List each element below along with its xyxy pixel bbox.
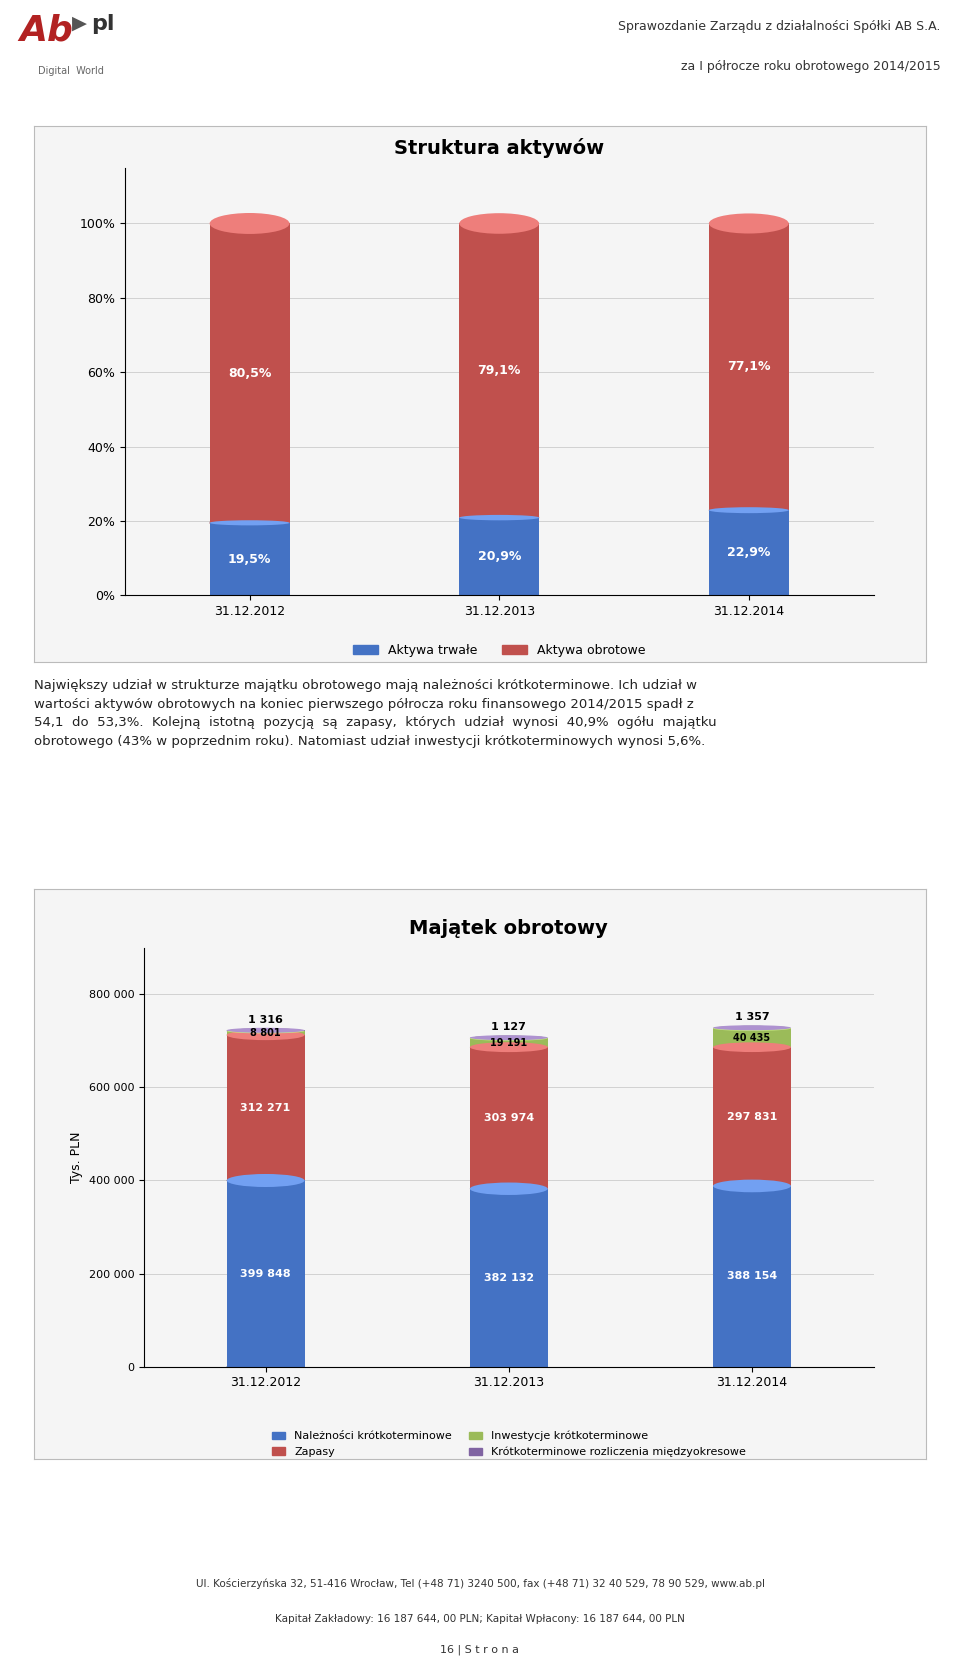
Ellipse shape xyxy=(227,1028,304,1033)
Ellipse shape xyxy=(469,1041,548,1051)
Bar xyxy=(713,1028,791,1046)
Title: Struktura aktywów: Struktura aktywów xyxy=(395,138,604,158)
Ellipse shape xyxy=(469,1182,548,1196)
Ellipse shape xyxy=(209,520,290,525)
Text: 297 831: 297 831 xyxy=(727,1112,778,1122)
Text: 388 154: 388 154 xyxy=(727,1271,778,1281)
Text: pl: pl xyxy=(91,13,114,34)
Text: 399 848: 399 848 xyxy=(240,1268,291,1278)
Y-axis label: Tys. PLN: Tys. PLN xyxy=(70,1132,84,1182)
Text: 79,1%: 79,1% xyxy=(477,364,521,377)
Text: Ul. Kościerzyńska 32, 51-416 Wrocław, Tel (+48 71) 3240 500, fax (+48 71) 32 40 : Ul. Kościerzyńska 32, 51-416 Wrocław, Te… xyxy=(196,1578,764,1588)
Ellipse shape xyxy=(469,1036,548,1041)
Text: 8 801: 8 801 xyxy=(251,1028,281,1038)
Ellipse shape xyxy=(713,1179,791,1192)
Text: 1 127: 1 127 xyxy=(492,1021,526,1031)
Text: 19,5%: 19,5% xyxy=(228,553,272,565)
Ellipse shape xyxy=(713,1043,791,1051)
Text: Digital  World: Digital World xyxy=(38,67,105,77)
Bar xyxy=(469,1038,548,1046)
Ellipse shape xyxy=(227,1176,304,1186)
Bar xyxy=(713,1046,791,1186)
Ellipse shape xyxy=(209,592,290,599)
Ellipse shape xyxy=(459,508,540,528)
Legend: Aktywa trwałe, Aktywa obrotowe: Aktywa trwałe, Aktywa obrotowe xyxy=(348,639,651,662)
Ellipse shape xyxy=(708,500,789,520)
Ellipse shape xyxy=(209,513,290,533)
Text: Kapitał Zakładowy: 16 187 644, 00 PLN; Kapitał Wpłacony: 16 187 644, 00 PLN: Kapitał Zakładowy: 16 187 644, 00 PLN; K… xyxy=(276,1613,684,1623)
Bar xyxy=(459,223,540,518)
Text: 19 191: 19 191 xyxy=(491,1038,527,1048)
Ellipse shape xyxy=(227,1360,304,1373)
Ellipse shape xyxy=(227,1030,304,1040)
Ellipse shape xyxy=(227,1028,304,1033)
Text: 40 435: 40 435 xyxy=(733,1033,771,1043)
Ellipse shape xyxy=(469,1184,548,1194)
Text: 20,9%: 20,9% xyxy=(477,550,521,563)
Ellipse shape xyxy=(713,1026,791,1031)
Ellipse shape xyxy=(459,515,540,520)
Ellipse shape xyxy=(469,1045,548,1050)
Bar xyxy=(469,1046,548,1189)
Ellipse shape xyxy=(713,1360,791,1373)
Ellipse shape xyxy=(209,213,290,235)
Bar xyxy=(459,518,540,595)
Ellipse shape xyxy=(459,213,540,233)
Bar xyxy=(469,1189,548,1367)
Text: Sprawozdanie Zarządu z działalności Spółki AB S.A.: Sprawozdanie Zarządu z działalności Spół… xyxy=(618,20,941,34)
Bar xyxy=(708,510,789,595)
Bar xyxy=(209,523,290,595)
Ellipse shape xyxy=(469,1036,548,1041)
Text: ▶: ▶ xyxy=(72,13,87,34)
Text: 312 271: 312 271 xyxy=(240,1103,291,1114)
Ellipse shape xyxy=(713,1181,791,1191)
Ellipse shape xyxy=(469,1035,548,1040)
Ellipse shape xyxy=(227,1174,304,1187)
Ellipse shape xyxy=(459,592,540,599)
Text: 77,1%: 77,1% xyxy=(727,361,771,374)
Text: 303 974: 303 974 xyxy=(484,1114,534,1124)
Text: 382 132: 382 132 xyxy=(484,1273,534,1283)
Text: 1 316: 1 316 xyxy=(249,1015,283,1025)
Text: 16 | S t r o n a: 16 | S t r o n a xyxy=(441,1645,519,1655)
Bar xyxy=(227,1031,304,1035)
Text: Ab: Ab xyxy=(19,13,73,49)
Bar xyxy=(708,223,789,510)
Ellipse shape xyxy=(708,213,789,233)
Ellipse shape xyxy=(227,1033,304,1038)
Ellipse shape xyxy=(708,592,789,599)
Ellipse shape xyxy=(708,506,789,513)
Ellipse shape xyxy=(713,1025,791,1030)
Text: Największy udział w strukturze majątku obrotowego mają należności krótkoterminow: Największy udział w strukturze majątku o… xyxy=(34,679,716,748)
Title: Majątek obrotowy: Majątek obrotowy xyxy=(409,919,609,937)
Bar xyxy=(227,1035,304,1181)
Bar xyxy=(227,1181,304,1367)
Bar xyxy=(713,1186,791,1367)
Bar xyxy=(209,223,290,523)
Ellipse shape xyxy=(469,1360,548,1373)
Ellipse shape xyxy=(713,1026,791,1031)
Legend: Należności krótkoterminowe, Zapasy, Inwestycje krótkoterminowe, Krótkoterminowe : Należności krótkoterminowe, Zapasy, Inwe… xyxy=(268,1427,750,1462)
Text: 80,5%: 80,5% xyxy=(228,367,272,379)
Text: 22,9%: 22,9% xyxy=(727,547,771,558)
Ellipse shape xyxy=(227,1028,304,1033)
Ellipse shape xyxy=(713,1045,791,1050)
Text: za I półrocze roku obrotowego 2014/2015: za I półrocze roku obrotowego 2014/2015 xyxy=(681,60,941,74)
Text: 1 357: 1 357 xyxy=(734,1013,769,1023)
